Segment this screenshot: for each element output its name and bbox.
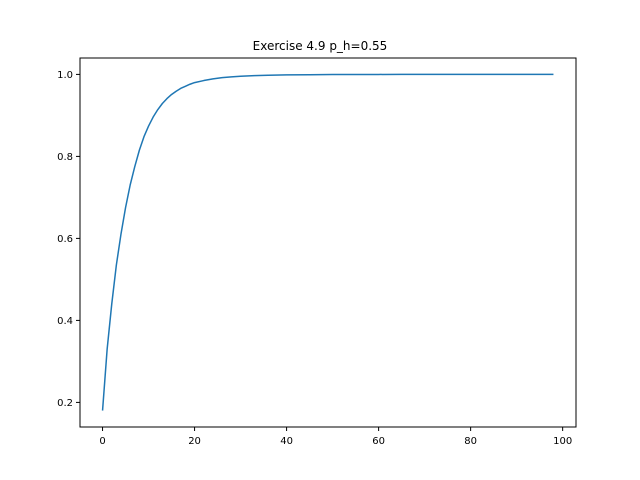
y-tick-label: 0.4 [57, 316, 73, 327]
x-tick-label: 80 [464, 436, 477, 447]
x-tick-label: 60 [372, 436, 385, 447]
series-line-0 [101, 73, 554, 411]
y-axis: 0.2 0.4 0.6 0.8 1.0 [57, 70, 80, 409]
x-tick-label: 40 [280, 436, 293, 447]
x-tick-label: 100 [553, 436, 572, 447]
y-tick-label: 0.6 [57, 234, 73, 245]
x-axis: 0 20 40 60 80 100 [99, 427, 572, 447]
y-tick-label: 0.8 [57, 152, 73, 163]
y-tick-label: 0.2 [57, 398, 73, 409]
x-tick-label: 20 [188, 436, 201, 447]
axes-frame [79, 57, 577, 428]
chart-title: Exercise 4.9 p_h=0.55 [253, 39, 388, 53]
x-tick-label: 0 [99, 436, 105, 447]
y-tick-label: 1.0 [57, 70, 73, 81]
plot-area [101, 73, 554, 411]
